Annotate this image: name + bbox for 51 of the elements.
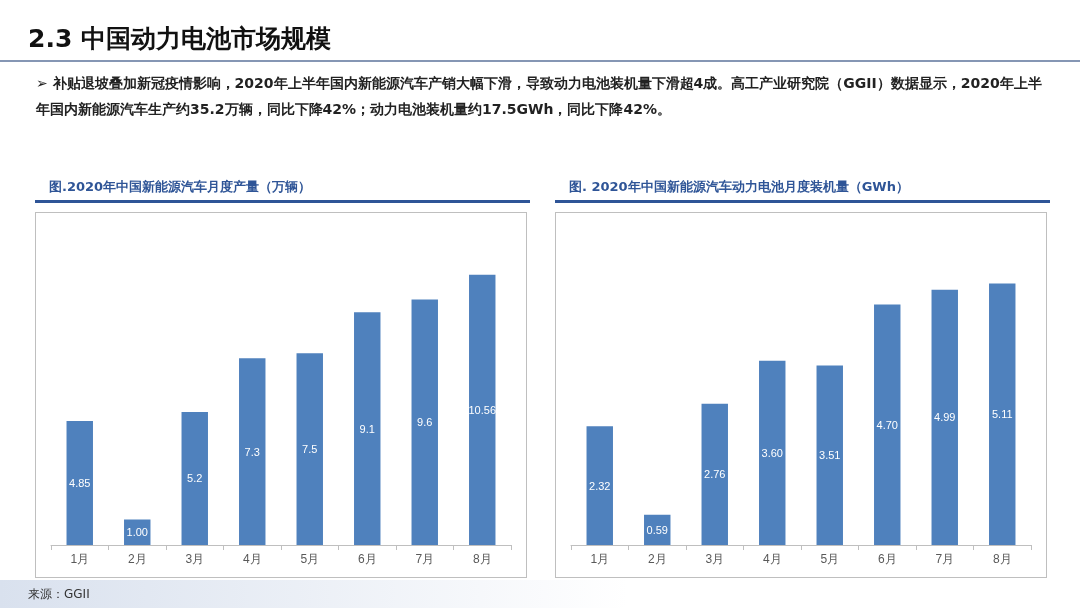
data-label: 7.3 [244,445,260,458]
data-label: 1.00 [126,526,148,539]
data-label: 4.99 [934,411,956,424]
text: ➢ 补贴退坡叠加新冠疫情影响，2020年上半年国内新能源汽车产销大幅下滑，导致动力电池装机量下滑超4成。高工产业研究院（GGII）数据显示，2020年上半年国内新能源汽车生产约35.2万辆，同比下降42%；动力电池装机量约17.5GWh，同比下降42%。 [36,74,1043,119]
data-label: 7.5 [302,443,318,456]
x-tick-label: 1月 [590,552,610,566]
data-label: 4.85 [69,476,91,489]
x-tick-label: 6月 [877,552,897,566]
bar [701,403,728,545]
data-label: 0.59 [646,523,668,536]
bar [354,312,381,545]
x-tick-label: 7月 [935,552,955,566]
source-note: 来源：GGII [0,580,628,608]
data-label: 5.2 [187,472,203,485]
x-tick-label: 6月 [357,552,377,566]
bar [874,304,901,545]
chart-title: 图.2020年中国新能源汽车月度产量（万辆） [35,172,530,203]
x-tick-label: 4月 [762,552,782,566]
x-tick-label: 7月 [415,552,435,566]
x-tick-label: 3月 [705,552,725,566]
x-tick-label: 8月 [472,552,492,566]
data-label: 9.1 [359,422,375,435]
bar [586,426,613,545]
data-label: 3.60 [761,446,783,459]
data-label: 2.76 [704,468,726,481]
text: 2.3 中国动力电池市场规模 [28,23,331,55]
x-tick-label: 5月 [300,552,320,566]
bar [469,274,496,545]
chart-title: 图. 2020年中国新能源汽车动力电池月度装机量（GWh） [555,172,1050,203]
bar [989,283,1016,545]
data-label: 10.56 [468,403,497,416]
bar [181,411,208,545]
data-label: 5.11 [991,408,1013,421]
x-tick-label: 5月 [820,552,840,566]
bar [816,365,843,545]
x-tick-label: 2月 [127,552,147,566]
bar [66,420,93,545]
bar [411,299,438,545]
bar [296,353,323,545]
x-tick-label: 8月 [992,552,1012,566]
bar [759,360,786,545]
x-tick-label: 1月 [70,552,90,566]
data-label: 3.51 [819,449,841,462]
data-label: 9.6 [417,416,433,429]
data-label: 4.70 [876,418,898,431]
bar [931,289,958,545]
x-tick-label: 2月 [647,552,667,566]
x-tick-label: 3月 [185,552,205,566]
bar [239,358,266,545]
data-label: 2.32 [589,479,611,492]
x-tick-label: 4月 [242,552,262,566]
